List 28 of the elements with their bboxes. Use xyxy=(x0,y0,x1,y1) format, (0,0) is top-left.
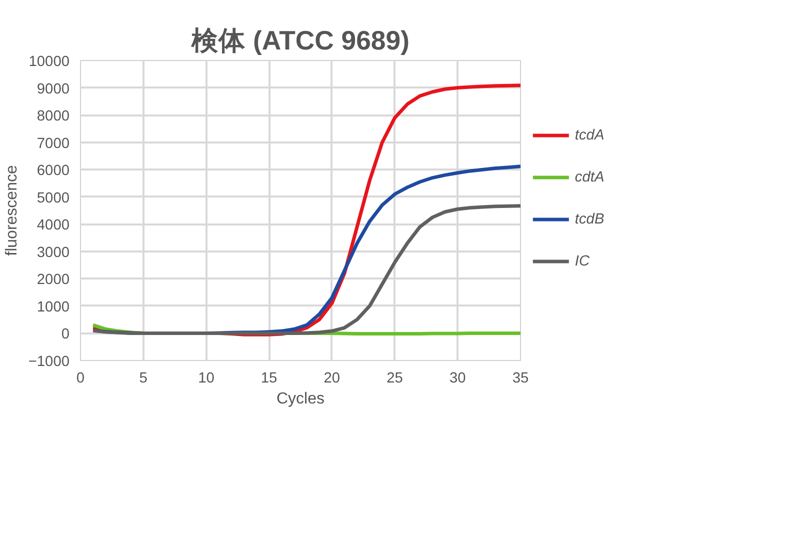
y-tick-label: 10000 xyxy=(28,54,70,70)
y-tick-label: 0 xyxy=(61,326,70,343)
legend-label: tcdB xyxy=(574,212,604,228)
legend-label: cdtA xyxy=(574,170,604,186)
x-tick-label: 0 xyxy=(76,370,85,386)
y-axis-title: fluorescence xyxy=(3,165,20,256)
x-tick-label: 10 xyxy=(198,370,214,386)
y-tick-label: 5000 xyxy=(36,190,70,206)
x-tick-label: 35 xyxy=(512,370,529,386)
line-series xyxy=(91,204,520,335)
y-tick-label: 7000 xyxy=(36,136,70,152)
y-tick-label: 9000 xyxy=(36,81,70,98)
x-axis-title: Cycles xyxy=(276,390,325,408)
y-tick-label: 3000 xyxy=(36,244,70,261)
y-tick-label: −1000 xyxy=(28,354,70,370)
legend-label: IC xyxy=(574,254,590,270)
y-tick-label: 2000 xyxy=(36,272,70,288)
chart-title: 検体 (ATCC 9689) xyxy=(190,26,410,56)
x-tick-label: 30 xyxy=(449,370,466,386)
y-tick-label: 8000 xyxy=(36,108,70,125)
y-tick-label: 6000 xyxy=(36,163,70,180)
y-tick-label: 4000 xyxy=(36,218,70,234)
x-tick-label: 5 xyxy=(139,370,148,386)
y-tick-label: 1000 xyxy=(36,299,70,316)
x-tick-label: 25 xyxy=(386,370,403,386)
x-tick-label: 15 xyxy=(260,370,278,386)
x-tick-label: 20 xyxy=(324,370,340,386)
legend-label: tcdA xyxy=(574,128,604,144)
